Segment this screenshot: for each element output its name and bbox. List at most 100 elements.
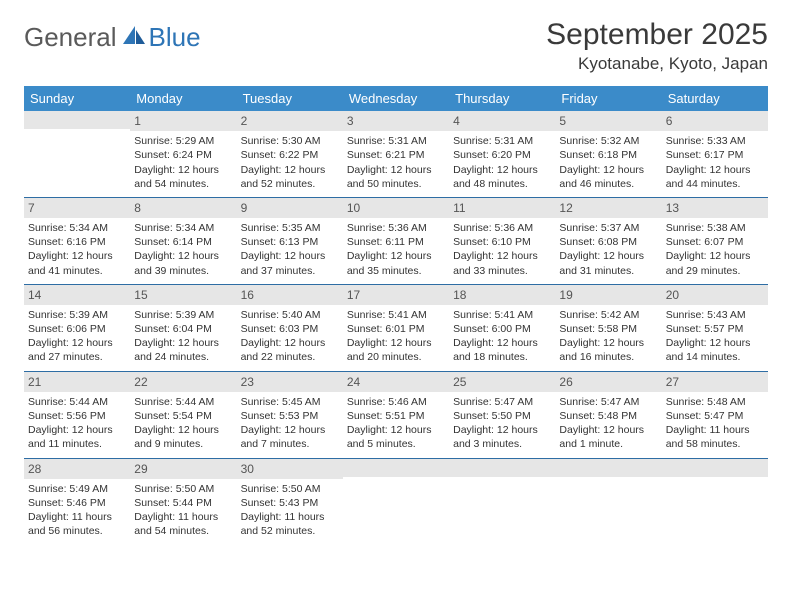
sunset-text: Sunset: 6:00 PM [453,322,551,336]
sunset-text: Sunset: 6:07 PM [666,235,764,249]
logo-text-general: General [24,22,117,53]
sunrise-text: Sunrise: 5:49 AM [28,482,126,496]
daylight-text: Daylight: 11 hours and 58 minutes. [666,423,764,451]
daylight-text: Daylight: 11 hours and 54 minutes. [134,510,232,538]
calendar-day-cell: 9Sunrise: 5:35 AMSunset: 6:13 PMDaylight… [237,197,343,284]
calendar-day-cell: 7Sunrise: 5:34 AMSunset: 6:16 PMDaylight… [24,197,130,284]
day-number: 26 [555,372,661,392]
daylight-text: Daylight: 12 hours and 31 minutes. [559,249,657,277]
calendar-day-cell: 1Sunrise: 5:29 AMSunset: 6:24 PMDaylight… [130,111,236,197]
sunset-text: Sunset: 5:44 PM [134,496,232,510]
sunset-text: Sunset: 5:50 PM [453,409,551,423]
daylight-text: Daylight: 12 hours and 7 minutes. [241,423,339,451]
day-number: 3 [343,111,449,131]
logo: General Blue [24,18,201,53]
daylight-text: Daylight: 12 hours and 3 minutes. [453,423,551,451]
daylight-text: Daylight: 12 hours and 5 minutes. [347,423,445,451]
month-title: September 2025 [546,18,768,52]
day-number [555,459,661,477]
calendar-day-cell [555,458,661,544]
sunset-text: Sunset: 6:06 PM [28,322,126,336]
calendar-day-cell: 17Sunrise: 5:41 AMSunset: 6:01 PMDayligh… [343,284,449,371]
day-number: 4 [449,111,555,131]
sunrise-text: Sunrise: 5:47 AM [453,395,551,409]
calendar-table: Sunday Monday Tuesday Wednesday Thursday… [24,86,768,544]
weekday-header: Monday [130,86,236,111]
day-number: 29 [130,459,236,479]
daylight-text: Daylight: 12 hours and 52 minutes. [241,163,339,191]
sunset-text: Sunset: 6:20 PM [453,148,551,162]
sunrise-text: Sunrise: 5:50 AM [134,482,232,496]
sunrise-text: Sunrise: 5:44 AM [28,395,126,409]
calendar-day-cell: 19Sunrise: 5:42 AMSunset: 5:58 PMDayligh… [555,284,661,371]
daylight-text: Daylight: 11 hours and 56 minutes. [28,510,126,538]
logo-text-blue: Blue [149,22,201,53]
calendar-day-cell: 25 Sunrise: 5:47 AMSunset: 5:50 PMDayligh… [449,371,555,458]
daylight-text: Daylight: 12 hours and 1 minute. [559,423,657,451]
daylight-text: Daylight: 12 hours and 24 minutes. [134,336,232,364]
sunrise-text: Sunrise: 5:34 AM [28,221,126,235]
sunset-text: Sunset: 6:04 PM [134,322,232,336]
sunrise-text: Sunrise: 5:39 AM [28,308,126,322]
calendar-day-cell: 14Sunrise: 5:39 AMSunset: 6:06 PMDayligh… [24,284,130,371]
daylight-text: Daylight: 12 hours and 29 minutes. [666,249,764,277]
sunrise-text: Sunrise: 5:40 AM [241,308,339,322]
day-number: 25 [449,372,555,392]
daylight-text: Daylight: 12 hours and 44 minutes. [666,163,764,191]
sunrise-text: Sunrise: 5:36 AM [453,221,551,235]
day-number: 13 [662,198,768,218]
daylight-text: Daylight: 12 hours and 41 minutes. [28,249,126,277]
sunset-text: Sunset: 6:08 PM [559,235,657,249]
sunrise-text: Sunrise: 5:48 AM [666,395,764,409]
calendar-day-cell [24,111,130,197]
daylight-text: Daylight: 12 hours and 48 minutes. [453,163,551,191]
weekday-header: Friday [555,86,661,111]
day-number [343,459,449,477]
sunrise-text: Sunrise: 5:50 AM [241,482,339,496]
calendar-day-cell: 13Sunrise: 5:38 AMSunset: 6:07 PMDayligh… [662,197,768,284]
sunrise-text: Sunrise: 5:30 AM [241,134,339,148]
calendar-day-cell: 24Sunrise: 5:46 AMSunset: 5:51 PMDayligh… [343,371,449,458]
sunrise-text: Sunrise: 5:43 AM [666,308,764,322]
sunset-text: Sunset: 5:54 PM [134,409,232,423]
sunset-text: Sunset: 6:11 PM [347,235,445,249]
day-number: 11 [449,198,555,218]
daylight-text: Daylight: 12 hours and 20 minutes. [347,336,445,364]
daylight-text: Daylight: 12 hours and 16 minutes. [559,336,657,364]
calendar-day-cell: 21Sunrise: 5:44 AMSunset: 5:56 PMDayligh… [24,371,130,458]
day-number: 15 [130,285,236,305]
day-number: 12 [555,198,661,218]
daylight-text: Daylight: 12 hours and 14 minutes. [666,336,764,364]
day-number [662,459,768,477]
calendar-day-cell: 28Sunrise: 5:49 AMSunset: 5:46 PMDayligh… [24,458,130,544]
sunrise-text: Sunrise: 5:32 AM [559,134,657,148]
day-number: 30 [237,459,343,479]
calendar-day-cell: 2 Sunrise: 5:30 AMSunset: 6:22 PMDaylight… [237,111,343,197]
calendar-day-cell: 8Sunrise: 5:34 AMSunset: 6:14 PMDaylight… [130,197,236,284]
sunset-text: Sunset: 5:57 PM [666,322,764,336]
daylight-text: Daylight: 12 hours and 46 minutes. [559,163,657,191]
day-number: 24 [343,372,449,392]
calendar-day-cell [449,458,555,544]
sunset-text: Sunset: 6:17 PM [666,148,764,162]
day-number: 6 [662,111,768,131]
calendar-day-cell: 10Sunrise: 5:36 AMSunset: 6:11 PMDayligh… [343,197,449,284]
sunset-text: Sunset: 6:21 PM [347,148,445,162]
sunset-text: Sunset: 6:22 PM [241,148,339,162]
day-number: 1 [130,111,236,131]
calendar-day-cell: 18Sunrise: 5:41 AMSunset: 6:00 PMDayligh… [449,284,555,371]
calendar-day-cell: 27Sunrise: 5:48 AMSunset: 5:47 PMDayligh… [662,371,768,458]
sunset-text: Sunset: 6:14 PM [134,235,232,249]
daylight-text: Daylight: 12 hours and 22 minutes. [241,336,339,364]
sunrise-text: Sunrise: 5:46 AM [347,395,445,409]
sunrise-text: Sunrise: 5:41 AM [453,308,551,322]
daylight-text: Daylight: 11 hours and 52 minutes. [241,510,339,538]
calendar-week-row: 14Sunrise: 5:39 AMSunset: 6:06 PMDayligh… [24,284,768,371]
daylight-text: Daylight: 12 hours and 37 minutes. [241,249,339,277]
weekday-header: Wednesday [343,86,449,111]
day-number: 2 [237,111,343,131]
calendar-day-cell: 11Sunrise: 5:36 AMSunset: 6:10 PMDayligh… [449,197,555,284]
day-number: 23 [237,372,343,392]
day-number: 17 [343,285,449,305]
sunset-text: Sunset: 5:47 PM [666,409,764,423]
